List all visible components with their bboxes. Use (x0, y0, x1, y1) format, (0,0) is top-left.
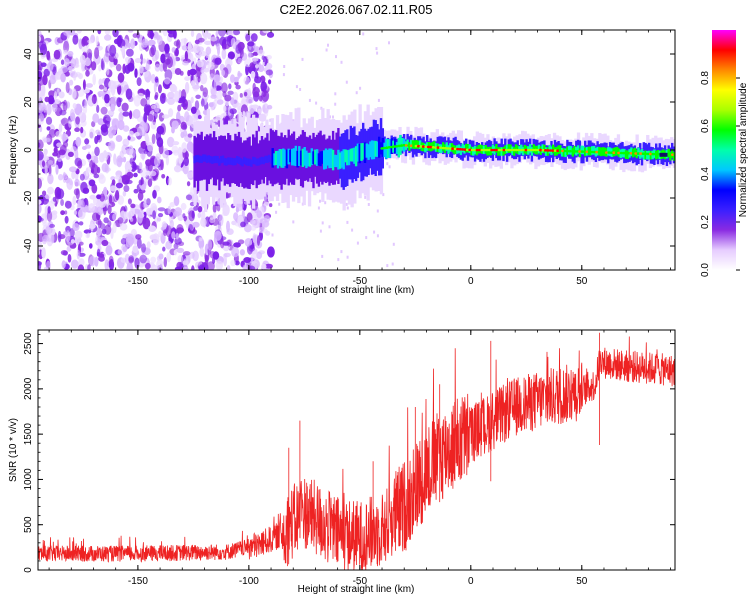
colorbar-tick-label: 0.6 (700, 119, 711, 133)
colorbar-tick-label: 0.0 (700, 263, 711, 277)
colorbar-tick-label: 0.8 (700, 71, 711, 85)
snr-xtick-label: 0 (468, 576, 474, 587)
colorbar-tick-label: 0.4 (700, 167, 711, 181)
spectrogram-xtick-label: -100 (239, 276, 259, 287)
spectrogram-ytick-label: 0 (23, 147, 34, 153)
spectrogram-ylabel: Frequency (Hz) (8, 116, 19, 185)
snr-series-line (38, 332, 675, 570)
spectrogram-xlabel: Height of straight line (km) (298, 285, 415, 296)
snr-ytick-label: 1500 (23, 423, 34, 446)
snr-ytick-label: 2500 (23, 332, 34, 355)
colorbar-gradient (712, 30, 736, 270)
snr-panel: -150 -100 -50 0 50 0 500 1000 1500 2000 2500 Heig… (8, 329, 676, 595)
snr-xtick-label: -100 (239, 576, 259, 587)
snr-ytick-label: 500 (23, 516, 34, 533)
spectrogram-panel: -150 -100 -50 0 50 -40 -20 0 20 40 Height of str… (8, 29, 676, 296)
spectrogram-xtick-label: 0 (468, 276, 474, 287)
spectrogram-xtick-label: 50 (576, 276, 588, 287)
colorbar-label: Normalized spectral amplitude (738, 82, 749, 217)
colorbar: 0.0 0.2 0.4 0.6 0.8 Normalized spectral ampl… (700, 30, 749, 277)
spectrogram-xtick-label: -50 (353, 276, 368, 287)
spectrogram-heatmap (38, 30, 675, 270)
colorbar-tick-label: 0.2 (700, 215, 711, 229)
spectrogram-xtick-label: -150 (128, 276, 148, 287)
snr-xlabel: Height of straight line (km) (298, 584, 415, 595)
chart-title: C2E2.2026.067.02.11.R05 (280, 2, 433, 17)
snr-ytick-label: 0 (23, 567, 34, 573)
snr-xtick-label: -50 (353, 576, 368, 587)
snr-ylabel: SNR (10 * v/v) (8, 418, 19, 482)
spectrogram-ytick-label: 20 (23, 96, 34, 108)
spectrogram-ytick-label: -20 (23, 190, 34, 205)
snr-frame (37, 329, 676, 571)
snr-ytick-label: 1000 (23, 468, 34, 491)
snr-xtick-label: 50 (576, 576, 588, 587)
spectrogram-ytick-label: -40 (23, 238, 34, 253)
snr-ytick-label: 2000 (23, 377, 34, 400)
snr-xtick-label: -150 (128, 576, 148, 587)
spectrogram-ytick-label: 40 (23, 48, 34, 60)
